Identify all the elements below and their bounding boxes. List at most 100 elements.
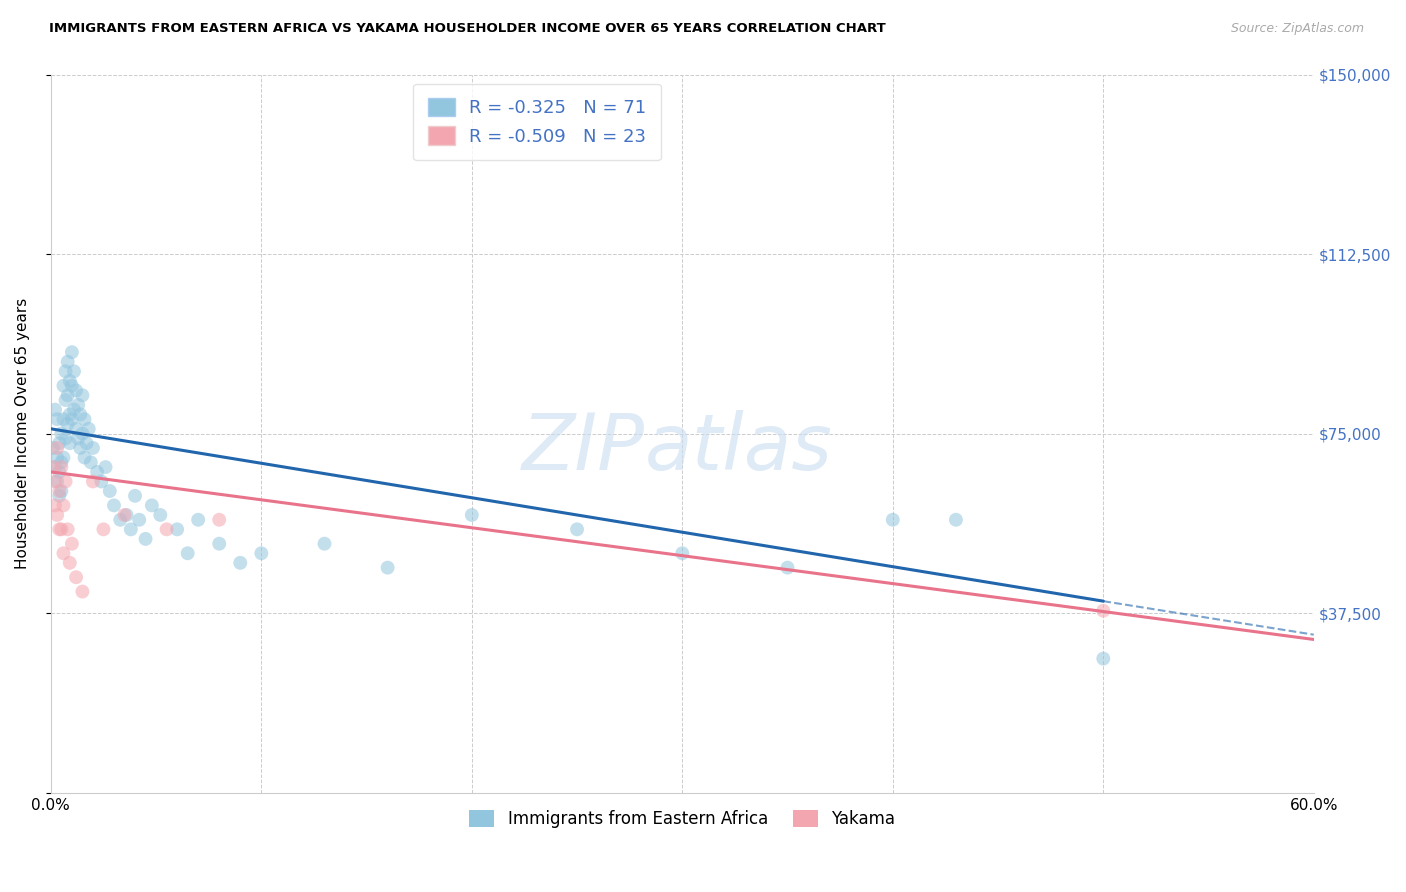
Point [52, 450, 75, 465]
Text: ZIP: ZIP [522, 410, 644, 486]
Point [76, 436, 98, 450]
Point [776, 560, 799, 574]
Point [59, 408, 82, 422]
Point [82, 441, 104, 455]
Point [128, 513, 150, 527]
Point [55, 475, 77, 489]
Point [69, 441, 91, 455]
Point [46, 475, 69, 489]
Point [69, 408, 91, 422]
Point [229, 556, 252, 570]
Point [1092, 651, 1115, 665]
Point [120, 522, 142, 536]
Point [72, 584, 94, 599]
Point [65, 570, 87, 584]
Point [110, 513, 132, 527]
Point [135, 532, 157, 546]
Point [155, 522, 177, 536]
Point [46, 412, 69, 426]
Point [73, 412, 96, 426]
Point [48, 465, 70, 479]
Point [208, 537, 231, 551]
Point [51, 455, 73, 469]
Y-axis label: Householder Income Over 65 years: Householder Income Over 65 years [15, 298, 30, 569]
Point [52, 546, 75, 560]
Point [115, 508, 138, 522]
Point [314, 537, 336, 551]
Point [42, 441, 65, 455]
Text: IMMIGRANTS FROM EASTERN AFRICA VS YAKAMA HOUSEHOLDER INCOME OVER 65 YEARS CORREL: IMMIGRANTS FROM EASTERN AFRICA VS YAKAMA… [49, 22, 886, 36]
Point [48, 483, 70, 498]
Point [55, 364, 77, 378]
Point [59, 436, 82, 450]
Point [67, 431, 90, 445]
Point [56, 522, 79, 536]
Point [44, 475, 66, 489]
Point [149, 508, 172, 522]
Point [114, 508, 136, 522]
Point [59, 556, 82, 570]
Point [60, 378, 83, 392]
Point [124, 489, 146, 503]
Point [72, 426, 94, 441]
Point [44, 499, 66, 513]
Point [51, 483, 73, 498]
Point [59, 374, 82, 388]
Point [98, 483, 121, 498]
Point [48, 489, 70, 503]
Point [166, 522, 188, 536]
Point [55, 431, 77, 445]
Point [882, 513, 904, 527]
Point [82, 475, 104, 489]
Point [77, 422, 100, 436]
Point [56, 355, 79, 369]
Point [51, 522, 73, 536]
Text: Source: ZipAtlas.com: Source: ZipAtlas.com [1230, 22, 1364, 36]
Point [176, 546, 198, 560]
Point [1092, 604, 1115, 618]
Point [52, 378, 75, 392]
Point [56, 417, 79, 431]
Point [67, 398, 90, 412]
Point [46, 508, 69, 522]
Point [55, 393, 77, 408]
Point [44, 460, 66, 475]
Point [42, 460, 65, 475]
Point [65, 384, 87, 398]
Point [52, 412, 75, 426]
Point [60, 345, 83, 359]
Point [48, 436, 70, 450]
Point [377, 560, 399, 574]
Point [565, 522, 588, 536]
Point [208, 513, 231, 527]
Point [945, 513, 967, 527]
Point [86, 465, 108, 479]
Point [63, 364, 86, 378]
Text: atlas: atlas [644, 410, 832, 486]
Point [56, 388, 79, 402]
Point [90, 475, 112, 489]
Point [93, 522, 115, 536]
Point [141, 499, 163, 513]
Point [63, 402, 86, 417]
Point [46, 450, 69, 465]
Point [51, 460, 73, 475]
Point [250, 546, 273, 560]
Point [51, 426, 73, 441]
Point [44, 402, 66, 417]
Point [52, 499, 75, 513]
Point [48, 522, 70, 536]
Point [46, 441, 69, 455]
Point [187, 513, 209, 527]
Point [461, 508, 484, 522]
Point [60, 412, 83, 426]
Point [73, 450, 96, 465]
Point [60, 537, 83, 551]
Point [80, 455, 103, 469]
Point [671, 546, 693, 560]
Point [103, 499, 125, 513]
Point [65, 422, 87, 436]
Point [72, 388, 94, 402]
Legend: Immigrants from Eastern Africa, Yakama: Immigrants from Eastern Africa, Yakama [463, 803, 901, 835]
Point [94, 460, 117, 475]
